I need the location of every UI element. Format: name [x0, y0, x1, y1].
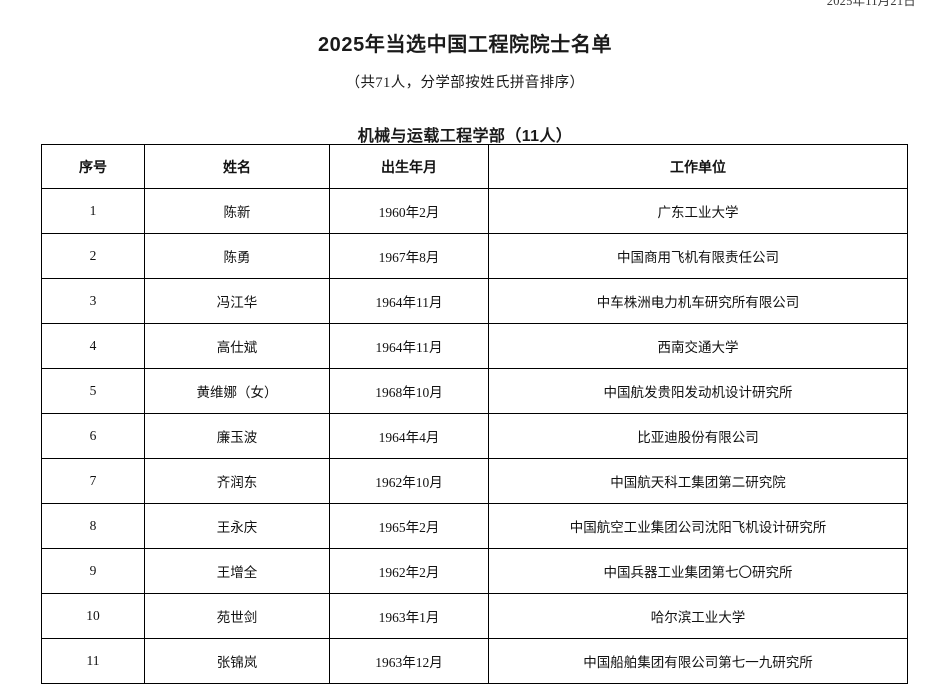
cell-birth: 1967年8月 — [329, 233, 489, 279]
table-row: 9 王增全 1962年2月 中国兵器工业集团第七〇研究所 — [41, 548, 908, 594]
table-body: 1 陈新 1960年2月 广东工业大学 2 陈勇 1967年8月 中国商用飞机有… — [41, 188, 908, 684]
cell-unit: 中国商用飞机有限责任公司 — [488, 233, 908, 279]
cell-index: 2 — [41, 233, 145, 279]
cell-name: 陈新 — [144, 188, 330, 234]
table-row: 8 王永庆 1965年2月 中国航空工业集团公司沈阳飞机设计研究所 — [41, 503, 908, 549]
table-row: 11 张锦岚 1963年12月 中国船舶集团有限公司第七一九研究所 — [41, 638, 908, 684]
cell-name: 苑世剑 — [144, 593, 330, 639]
cell-name: 王永庆 — [144, 503, 330, 549]
cell-birth: 1964年4月 — [329, 413, 489, 459]
table-row: 6 廉玉波 1964年4月 比亚迪股份有限公司 — [41, 413, 908, 459]
table-row: 1 陈新 1960年2月 广东工业大学 — [41, 188, 908, 234]
cell-name: 张锦岚 — [144, 638, 330, 684]
column-header-unit: 工作单位 — [488, 144, 908, 189]
cell-name: 廉玉波 — [144, 413, 330, 459]
roster-table: 序号 姓名 出生年月 工作单位 1 陈新 1960年2月 广东工业大学 2 陈勇… — [41, 144, 908, 684]
cell-name: 陈勇 — [144, 233, 330, 279]
cell-name: 高仕斌 — [144, 323, 330, 369]
cell-unit: 广东工业大学 — [488, 188, 908, 234]
cell-unit: 中国船舶集团有限公司第七一九研究所 — [488, 638, 908, 684]
cell-name: 黄维娜（女） — [144, 368, 330, 414]
column-header-name: 姓名 — [144, 144, 330, 189]
cell-unit: 中车株洲电力机车研究所有限公司 — [488, 278, 908, 324]
table-row: 5 黄维娜（女） 1968年10月 中国航发贵阳发动机设计研究所 — [41, 368, 908, 414]
cell-index: 6 — [41, 413, 145, 459]
cell-birth: 1962年2月 — [329, 548, 489, 594]
column-header-birth: 出生年月 — [329, 144, 489, 189]
cell-index: 8 — [41, 503, 145, 549]
cell-unit: 哈尔滨工业大学 — [488, 593, 908, 639]
cell-unit: 中国兵器工业集团第七〇研究所 — [488, 548, 908, 594]
cell-index: 10 — [41, 593, 145, 639]
table-header-row: 序号 姓名 出生年月 工作单位 — [41, 144, 908, 189]
cell-birth: 1964年11月 — [329, 323, 489, 369]
cell-birth: 1965年2月 — [329, 503, 489, 549]
cell-index: 1 — [41, 188, 145, 234]
cell-index: 11 — [41, 638, 145, 684]
table-row: 3 冯江华 1964年11月 中车株洲电力机车研究所有限公司 — [41, 278, 908, 324]
roster-table-container: 序号 姓名 出生年月 工作单位 1 陈新 1960年2月 广东工业大学 2 陈勇… — [41, 144, 908, 684]
cell-unit: 中国航空工业集团公司沈阳飞机设计研究所 — [488, 503, 908, 549]
cell-index: 4 — [41, 323, 145, 369]
cell-birth: 1960年2月 — [329, 188, 489, 234]
cell-index: 7 — [41, 458, 145, 504]
page-date-stamp: 2025年11月21日 — [827, 0, 916, 9]
cell-birth: 1968年10月 — [329, 368, 489, 414]
document-subtitle: （共71人，分学部按姓氏拼音排序） — [345, 75, 585, 91]
cell-index: 9 — [41, 548, 145, 594]
table-header: 序号 姓名 出生年月 工作单位 — [41, 144, 908, 189]
cell-birth: 1962年10月 — [329, 458, 489, 504]
cell-unit: 比亚迪股份有限公司 — [488, 413, 908, 459]
cell-birth: 1963年1月 — [329, 593, 489, 639]
cell-unit: 西南交通大学 — [488, 323, 908, 369]
cell-index: 5 — [41, 368, 145, 414]
table-row: 2 陈勇 1967年8月 中国商用飞机有限责任公司 — [41, 233, 908, 279]
table-row: 4 高仕斌 1964年11月 西南交通大学 — [41, 323, 908, 369]
cell-unit: 中国航发贵阳发动机设计研究所 — [488, 368, 908, 414]
cell-name: 齐润东 — [144, 458, 330, 504]
table-row: 10 苑世剑 1963年1月 哈尔滨工业大学 — [41, 593, 908, 639]
page-date-text: 2025年11月21日 — [826, 0, 916, 8]
cell-birth: 1964年11月 — [329, 278, 489, 324]
table-row: 7 齐润东 1962年10月 中国航天科工集团第二研究院 — [41, 458, 908, 504]
cell-name: 王增全 — [144, 548, 330, 594]
cell-unit: 中国航天科工集团第二研究院 — [488, 458, 908, 504]
document-title: 2025年当选中国工程院院士名单 — [317, 34, 613, 56]
cell-index: 3 — [41, 278, 145, 324]
section-heading: 机械与运载工程学部（11人） — [357, 128, 573, 145]
cell-birth: 1963年12月 — [329, 638, 489, 684]
column-header-index: 序号 — [41, 144, 145, 189]
cell-name: 冯江华 — [144, 278, 330, 324]
